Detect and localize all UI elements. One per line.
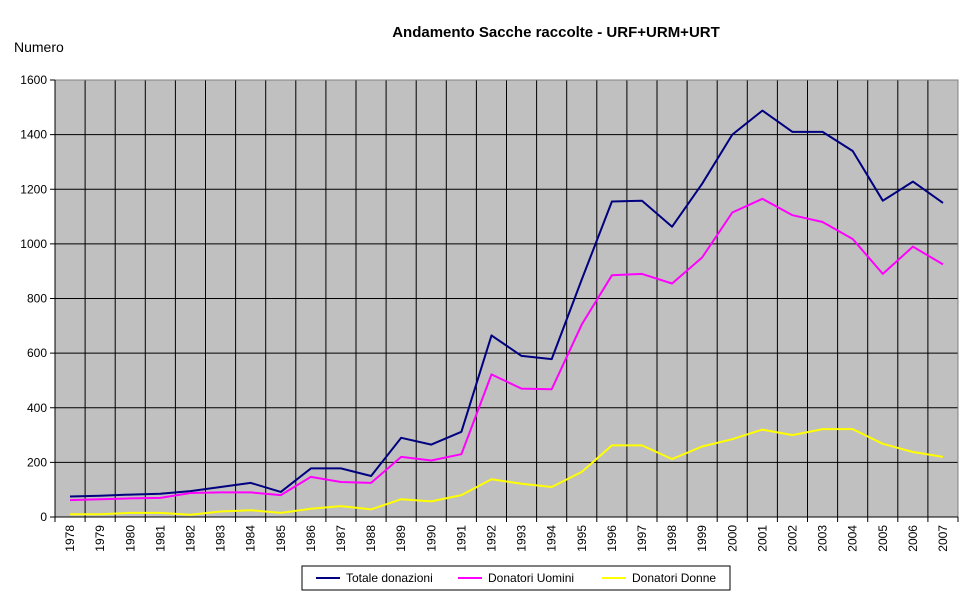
x-tick-label: 1986 xyxy=(304,525,318,552)
y-tick-label: 1600 xyxy=(20,73,47,87)
legend-label: Donatori Uomini xyxy=(488,571,574,585)
y-axis: 0 200 400 600 800 1000 1200 1400 1600 xyxy=(20,73,56,524)
series-line xyxy=(69,109,944,498)
x-tick-label: 1978 xyxy=(63,525,77,552)
x-tick-label: 1998 xyxy=(665,525,679,552)
y-tick-label: 1000 xyxy=(20,237,47,251)
y-tick-label: 0 xyxy=(40,510,47,524)
x-tick-label: 2007 xyxy=(936,525,950,552)
x-tick-label: 1980 xyxy=(123,525,137,552)
x-tick-label: 2004 xyxy=(846,525,860,552)
x-tick-label: 1981 xyxy=(153,525,167,552)
y-tick-label: 600 xyxy=(27,346,47,360)
legend-box xyxy=(301,565,731,591)
x-tick-label: 2006 xyxy=(906,525,920,552)
legend-label: Totale donazioni xyxy=(346,571,433,585)
x-tick-label: 1995 xyxy=(575,525,589,552)
x-tick-label: 2001 xyxy=(755,525,769,552)
y-tick-label: 800 xyxy=(27,292,47,306)
x-tick-label: 1997 xyxy=(635,525,649,552)
y-tick-label: 200 xyxy=(27,455,47,469)
x-tick-label: 1993 xyxy=(515,525,529,552)
x-tick-label: 2005 xyxy=(876,525,890,552)
x-tick-label: 1999 xyxy=(695,525,709,552)
x-tick-label: 1979 xyxy=(93,525,107,552)
x-axis: 1978 1979 1980 1981 1982 1983 1984 1985 1986 1987… xyxy=(54,516,959,552)
x-tick-label: 2002 xyxy=(785,525,799,552)
x-tick-label: 1990 xyxy=(424,525,438,552)
x-tick-label: 1987 xyxy=(334,525,348,552)
x-tick-label: 1989 xyxy=(394,525,408,552)
legend-label: Donatori Donne xyxy=(632,571,716,585)
x-tick-label: 1985 xyxy=(274,525,288,552)
x-tick-label: 1996 xyxy=(605,525,619,552)
x-tick-label: 1988 xyxy=(364,525,378,552)
y-tick-label: 1400 xyxy=(20,128,47,142)
series-line xyxy=(70,428,944,516)
legend: Totale donazioni Donatori Uomini Donatori … xyxy=(301,565,731,591)
y-tick-label: 1200 xyxy=(20,182,47,196)
y-axis-label: Numero xyxy=(14,39,64,55)
x-tick-label: 1994 xyxy=(545,525,559,552)
series-lines xyxy=(69,109,944,516)
x-tick-label: 2003 xyxy=(816,525,830,552)
x-tick-label: 1983 xyxy=(214,525,228,552)
chart-title: Andamento Sacche raccolte - URF+URM+URT xyxy=(392,24,720,41)
series-line xyxy=(69,197,944,502)
x-tick-label: 1991 xyxy=(454,525,468,552)
x-tick-label: 1984 xyxy=(244,525,258,552)
x-tick-label: 2000 xyxy=(725,525,739,552)
x-tick-label: 1982 xyxy=(183,525,197,552)
x-tick-label: 1992 xyxy=(484,525,498,552)
y-tick-label: 400 xyxy=(27,401,47,415)
